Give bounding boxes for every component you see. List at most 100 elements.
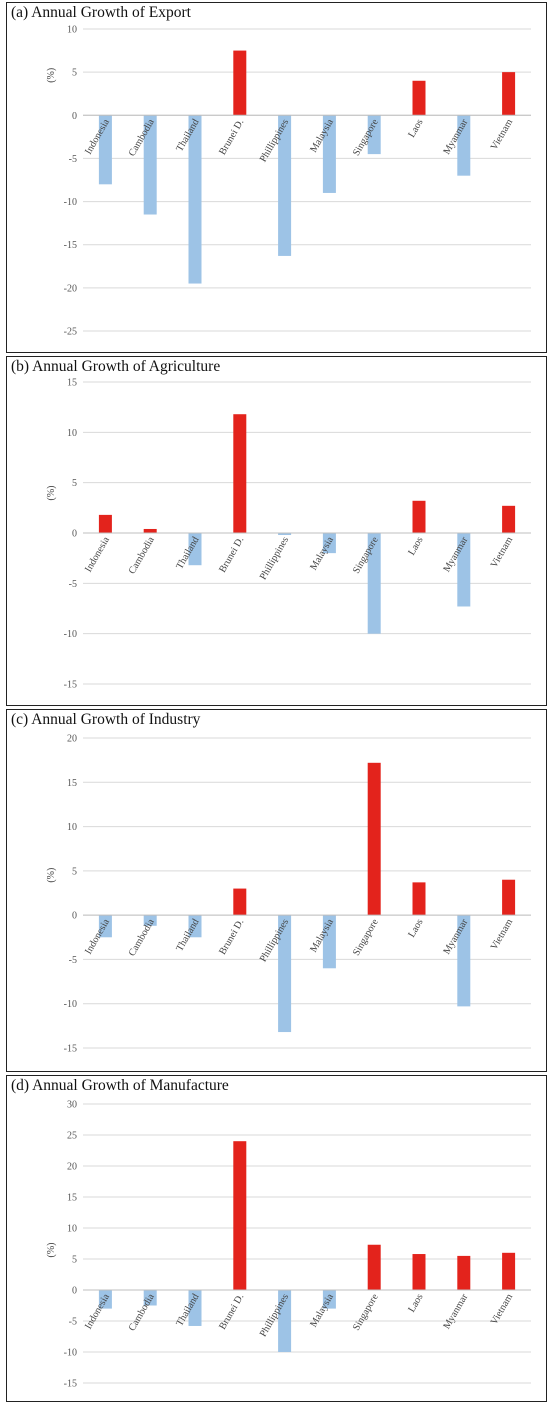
bar-vietnam: [502, 879, 516, 916]
y-tick-label: 10: [67, 1224, 77, 1235]
chart-title: (a) Annual Growth of Export: [11, 4, 191, 21]
x-category-label: Vietnam: [489, 917, 516, 952]
y-tick-label: 15: [67, 378, 77, 389]
y-axis-label: (%): [46, 1243, 57, 1258]
bar-indonesia: [98, 514, 112, 533]
y-axis-label: (%): [46, 868, 57, 883]
bar-laos: [412, 80, 426, 116]
bar-phillippines: [278, 915, 292, 1033]
chart-title: (c) Annual Growth of Industry: [11, 711, 201, 728]
y-tick-label: -10: [64, 999, 77, 1010]
x-category-label: Vietnam: [489, 1292, 516, 1327]
y-tick-label: 5: [72, 68, 77, 79]
y-tick-label: -15: [64, 1044, 77, 1055]
y-tick-label: 0: [72, 111, 77, 122]
y-tick-label: 20: [67, 1162, 77, 1173]
y-tick-label: -10: [64, 1348, 77, 1359]
bar-vietnam: [502, 72, 516, 116]
x-category-label: Malaysia: [308, 1292, 336, 1330]
bar-myanmar: [457, 915, 471, 1007]
bar-brunei-d: [233, 888, 247, 916]
bar-malaysia: [322, 1290, 336, 1309]
bar-laos: [412, 1254, 426, 1290]
x-category-label: Vietnam: [489, 117, 516, 152]
bar-thailand: [188, 115, 202, 284]
bar-cambodia: [143, 915, 157, 926]
bar-singapore: [367, 1244, 381, 1290]
y-tick-label: 5: [72, 1255, 77, 1266]
y-tick-label: 25: [67, 1131, 77, 1142]
x-category-label: Brunei D.: [217, 917, 246, 957]
bar-myanmar: [457, 533, 471, 607]
bar-laos: [412, 500, 426, 533]
y-tick-label: -5: [69, 579, 77, 590]
y-tick-label: 20: [67, 734, 77, 745]
x-category-label: Myanmar: [441, 1291, 470, 1331]
x-category-label: Laos: [406, 535, 425, 557]
x-category-label: Brunei D.: [217, 117, 246, 157]
bar-indonesia: [98, 1290, 112, 1309]
y-tick-label: 0: [72, 1286, 77, 1297]
bar-thailand: [188, 1290, 202, 1326]
y-tick-label: 5: [72, 866, 77, 877]
chart-panel-manufacture: 30 25 20 15 10 5 0 -5 -10 -15 (%) Indonesia Cambodia…: [6, 1075, 547, 1402]
y-tick-label: -5: [69, 1317, 77, 1328]
bar-indonesia: [98, 915, 112, 938]
y-tick-label: 10: [67, 25, 77, 36]
bar-brunei-d: [233, 50, 247, 116]
y-tick-label: 15: [67, 778, 77, 789]
chart-panel-agriculture: 15 10 5 0 -5 -10 -15 (%) Indonesia Cambodia Thaila…: [6, 356, 547, 706]
bar-vietnam: [502, 1252, 516, 1290]
y-tick-label: -15: [64, 680, 77, 691]
y-tick-label: -10: [64, 629, 77, 640]
y-tick-label: -15: [64, 1379, 77, 1390]
x-category-label: Singapore: [351, 917, 381, 958]
chart-title: (d) Annual Growth of Manufacture: [11, 1077, 229, 1094]
bar-cambodia: [143, 528, 157, 533]
bar-cambodia: [143, 115, 157, 215]
x-category-label: Laos: [406, 917, 425, 939]
x-category-label: Indonesia: [83, 535, 112, 575]
x-category-label: Laos: [406, 1292, 425, 1314]
x-category-label: Brunei D.: [217, 1292, 246, 1332]
bar-brunei-d: [233, 1141, 247, 1290]
x-category-label: Malaysia: [308, 535, 336, 573]
bar-thailand: [188, 915, 202, 938]
x-category-label: Singapore: [351, 1292, 381, 1333]
y-tick-label: 0: [72, 911, 77, 922]
x-category-label: Cambodia: [127, 1292, 157, 1334]
y-tick-label: -15: [64, 240, 77, 251]
bar-singapore: [367, 762, 381, 916]
bar-myanmar: [457, 115, 471, 176]
bar-malaysia: [322, 533, 336, 554]
bar-singapore: [367, 115, 381, 155]
y-tick-label: 15: [67, 1193, 77, 1204]
bar-myanmar: [457, 1255, 471, 1290]
y-axis-label: (%): [46, 486, 57, 501]
bar-phillippines: [278, 533, 292, 536]
bar-thailand: [188, 533, 202, 566]
y-tick-label: 10: [67, 428, 77, 439]
x-category-label: Brunei D.: [217, 535, 246, 575]
bar-singapore: [367, 533, 381, 634]
chart-manufacture-svg: 30 25 20 15 10 5 0 -5 -10 -15 (%) Indonesia Cambodia…: [46, 1100, 531, 1390]
y-tick-label: -5: [69, 955, 77, 966]
bar-malaysia: [322, 115, 336, 193]
bar-malaysia: [322, 915, 336, 969]
chart-panel-export: 10 5 0 -5 -10 -15 -20 -25 (%) Indonesia Cambodia Th…: [6, 2, 547, 353]
bar-brunei-d: [233, 414, 247, 533]
y-tick-label: -25: [64, 327, 77, 338]
x-category-label: Phillippines: [258, 535, 291, 582]
chart-title: (b) Annual Growth of Agriculture: [11, 358, 221, 375]
x-category-label: Laos: [406, 117, 425, 139]
bar-phillippines: [278, 115, 292, 256]
y-tick-label: 30: [67, 1100, 77, 1111]
x-category-label: Cambodia: [127, 535, 157, 577]
bar-cambodia: [143, 1290, 157, 1306]
bar-vietnam: [502, 505, 516, 533]
y-tick-label: -10: [64, 197, 77, 208]
x-category-label: Cambodia: [127, 917, 157, 959]
